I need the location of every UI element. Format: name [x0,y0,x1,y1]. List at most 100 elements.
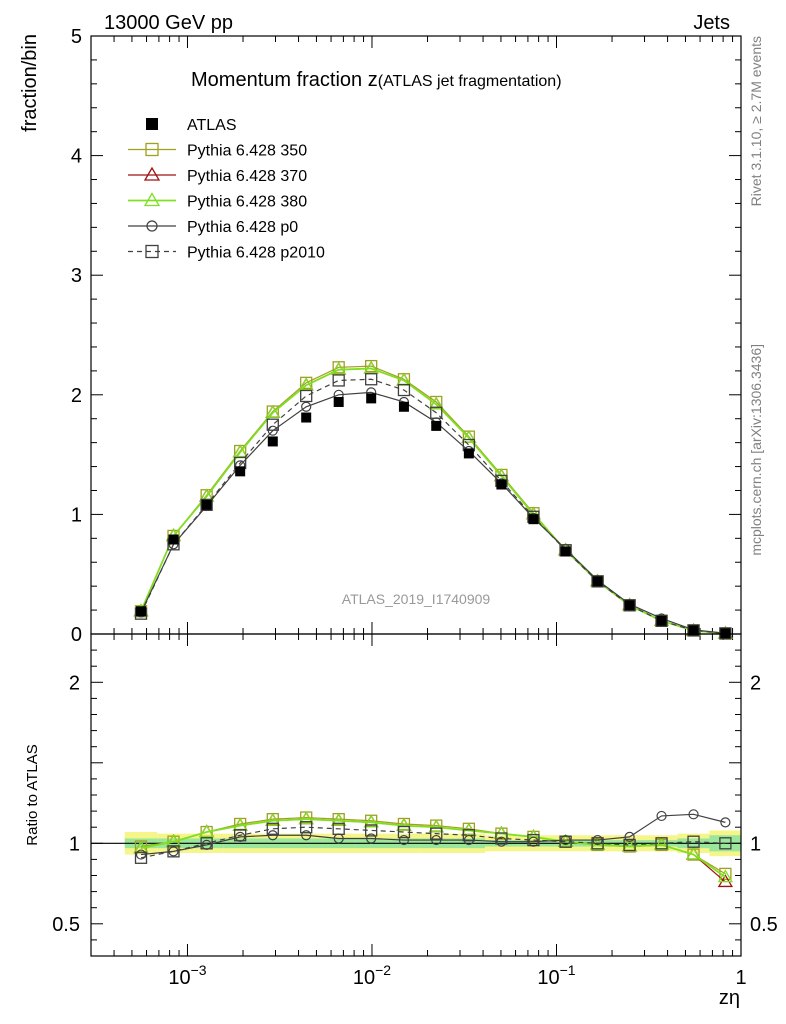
point-pythia-6-428-350 [332,361,345,374]
ratio-point-pythia-6-428-p2010 [655,837,668,850]
point-atlas [366,393,377,404]
point-pythia-6-428-380 [461,430,477,444]
ratio-y-axis-label: Ratio to ATLAS [24,744,41,845]
point-atlas [592,576,603,587]
ratio-point-pythia-6-428-380 [685,846,702,860]
legend-label-atlas: ATLAS [187,117,237,134]
ratio-point-pythia-6-428-p0 [267,830,278,841]
y-tick-label: 3 [71,265,82,287]
point-atlas [201,499,212,510]
legend-entry-pythia-6-428-p0: Pythia 6.428 p0 [128,219,298,236]
legend-label-pythia-6-428-370: Pythia 6.428 370 [187,168,307,185]
ratio-point-pythia-6-428-370 [717,874,734,888]
ratio-point-pythia-6-428-p0 [135,849,147,860]
series-line-pythia-6-428-p2010 [140,378,726,634]
ratio-point-pythia-6-428-p2010 [559,835,572,848]
legend-label-pythia-6-428-p0: Pythia 6.428 p0 [187,219,298,236]
point-pythia-6-428-380 [265,404,281,418]
y-tick-label: 2 [71,385,82,407]
ratio-y-tick-label-left: 1 [69,833,80,855]
ratio-point-pythia-6-428-p2010 [266,822,279,835]
point-atlas [496,479,507,490]
x-tick-label: 10−3 [168,962,206,989]
ratio-point-pythia-6-428-p0 [431,834,442,846]
point-atlas [168,534,179,545]
chart-title: Momentum fraction z(ATLAS jet fragmentat… [191,69,562,91]
legend-marker-pythia-6-428-350 [145,142,159,157]
ratio-point-pythia-6-428-380 [363,814,379,828]
ratio-point-pythia-6-428-p0 [688,809,699,820]
point-atlas [136,606,147,617]
ratio-point-pythia-6-428-p2010 [495,832,508,845]
point-atlas [656,615,667,626]
point-pythia-6-428-p2010 [397,383,411,397]
ratio-point-pythia-6-428-p0 [496,836,507,847]
ratio-point-pythia-6-428-380 [331,812,347,826]
ratio-y-tick-label-left: 0.5 [52,914,80,936]
point-atlas [301,412,312,423]
ratio-point-pythia-6-428-p0 [560,834,571,846]
ratio-point-pythia-6-428-p0 [592,834,603,846]
chart-title-main: Momentum fraction [191,69,368,91]
ratio-point-pythia-6-428-p2010 [365,824,378,837]
ratio-point-pythia-6-428-p0 [201,839,212,851]
point-atlas [267,436,278,447]
x-axis-label: zη [719,987,740,1009]
chart-title-sub: (ATLAS jet fragmentation) [378,73,562,90]
header-right: Jets [693,12,730,34]
ratio-point-pythia-6-428-p0 [624,831,635,842]
ratio-point-pythia-6-428-p2010 [719,837,732,850]
point-atlas [333,396,344,407]
point-pythia-6-428-350 [365,359,378,373]
rivet-label: Rivet 3.1.10, ≥ 2.7M events [748,36,764,206]
ratio-point-pythia-6-428-p0 [398,834,410,846]
chart-title-z: z [368,69,378,91]
point-pythia-6-428-p2010 [300,389,313,403]
legend-entry-pythia-6-428-370: Pythia 6.428 370 [128,166,307,185]
ratio-series-pythia-6-428-p2010 [134,821,732,864]
legend-label-pythia-6-428-p2010: Pythia 6.428 p2010 [187,245,325,262]
point-atlas [528,514,539,525]
ratio-line-pythia-6-428-380 [140,818,726,878]
legend-marker-pythia-6-428-380 [143,192,161,207]
point-atlas [431,420,442,431]
point-pythia-6-428-p2010 [365,373,378,386]
ratio-point-pythia-6-428-p2010 [430,827,443,840]
ratio-panel-frame [90,633,742,957]
legend-label-pythia-6-428-380: Pythia 6.428 380 [187,194,307,211]
ratio-line-pythia-6-428-p0 [140,813,726,856]
point-pythia-6-428-p2010 [332,374,345,387]
y-tick-label: 5 [71,26,82,48]
legend-entry-pythia-6-428-p2010: Pythia 6.428 p2010 [128,245,325,262]
point-pythia-6-428-p0 [301,401,312,412]
ratio-y-tick-label-right: 0.5 [750,914,778,936]
ratio-point-pythia-6-428-380 [198,824,215,838]
legend-entry-atlas: ATLAS [146,117,237,134]
analysis-id: ATLAS_2019_I1740909 [342,591,491,607]
mcplots-label: mcplots.cern.ch [arXiv:1306.3436] [748,344,764,556]
ratio-point-pythia-6-428-380 [428,819,444,833]
ratio-y-tick-label-left: 2 [69,672,80,694]
ratio-uncertainty-bands [91,830,741,857]
point-atlas [560,546,571,557]
ratio-point-pythia-6-428-p0 [235,831,246,842]
ratio-point-pythia-6-428-p2010 [234,829,247,842]
ratio-point-pythia-6-428-p0 [366,833,377,844]
data-series [133,359,734,888]
ratio-y-tick-label-right: 2 [750,672,761,694]
x-tick-label: 10−2 [353,962,391,989]
ratio-point-pythia-6-428-p0 [333,833,344,844]
y-axis-label: fraction/bin [19,34,41,132]
ratio-point-pythia-6-428-p0 [301,830,312,841]
point-atlas [235,466,246,477]
ratio-point-pythia-6-428-p2010 [591,837,604,850]
ratio-point-pythia-6-428-p2010 [527,833,540,847]
point-atlas [398,401,409,412]
ratio-point-pythia-6-428-380 [396,817,412,831]
x-tick-label: 1 [735,967,746,989]
ratio-point-pythia-6-428-p2010 [300,821,313,834]
y-tick-label: 4 [71,146,82,168]
ratio-line-pythia-6-428-p2010 [140,826,726,859]
ratio-point-pythia-6-428-380 [717,869,734,883]
